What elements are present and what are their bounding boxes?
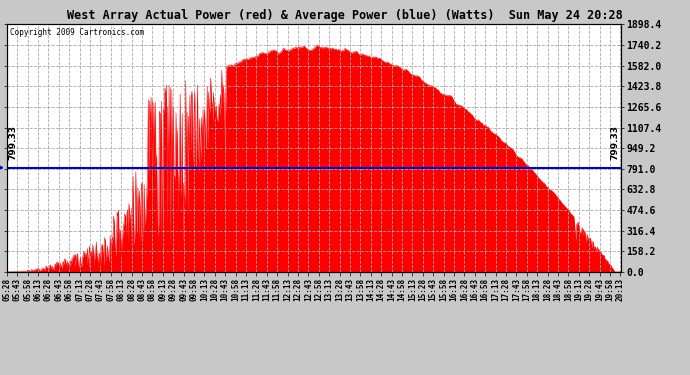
Text: 799.33: 799.33	[8, 126, 17, 160]
Text: West Array Actual Power (red) & Average Power (blue) (Watts)  Sun May 24 20:28: West Array Actual Power (red) & Average …	[67, 9, 623, 22]
Text: 799.33: 799.33	[611, 126, 620, 160]
Text: Copyright 2009 Cartronics.com: Copyright 2009 Cartronics.com	[10, 28, 144, 37]
